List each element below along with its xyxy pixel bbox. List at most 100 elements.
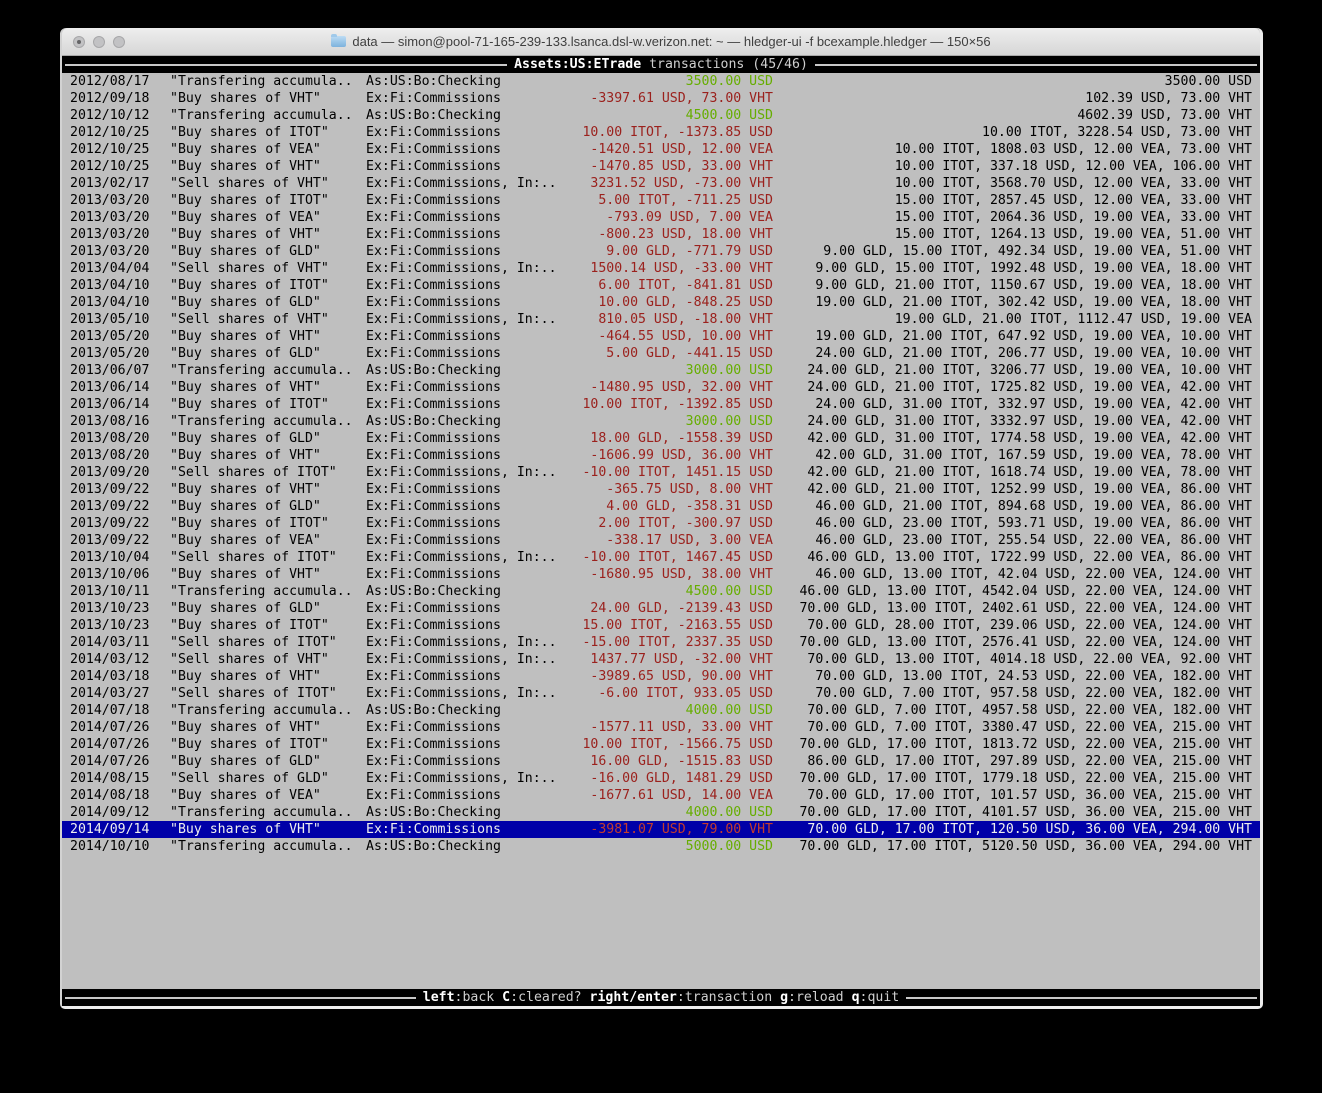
transaction-balance: 70.00 GLD, 17.00 ITOT, 101.57 USD, 36.00… [807, 788, 1252, 803]
transaction-row[interactable]: 2014/09/14 "Buy shares of VHT" Ex:Fi:Com… [62, 821, 1260, 838]
transaction-account: Ex:Fi:Commissions [366, 499, 501, 514]
transaction-row[interactable]: 2013/04/10 "Buy shares of ITOT" Ex:Fi:Co… [62, 277, 1260, 294]
transaction-row[interactable]: 2013/10/23 "Buy shares of ITOT" Ex:Fi:Co… [62, 617, 1260, 634]
transaction-balance: 70.00 GLD, 13.00 ITOT, 24.53 USD, 22.00 … [815, 669, 1252, 684]
transaction-row[interactable]: 2013/09/22 "Buy shares of VHT" Ex:Fi:Com… [62, 481, 1260, 498]
transaction-balance: 15.00 ITOT, 1264.13 USD, 19.00 VEA, 51.0… [894, 227, 1252, 242]
transaction-row[interactable]: 2014/07/18 "Transfering accumula.. As:US… [62, 702, 1260, 719]
transaction-row[interactable]: 2014/10/10 "Transfering accumula.. As:US… [62, 838, 1260, 855]
transaction-amount: -15.00 ITOT, 2337.35 USD [582, 635, 773, 650]
transaction-amount: -3989.65 USD, 90.00 VHT [590, 669, 773, 684]
transaction-row[interactable]: 2012/10/25 "Buy shares of VEA" Ex:Fi:Com… [62, 141, 1260, 158]
transaction-row[interactable]: 2012/10/25 "Buy shares of VHT" Ex:Fi:Com… [62, 158, 1260, 175]
transaction-row[interactable]: 2012/09/18 "Buy shares of VHT" Ex:Fi:Com… [62, 90, 1260, 107]
transaction-row[interactable]: 2014/07/26 "Buy shares of ITOT" Ex:Fi:Co… [62, 736, 1260, 753]
transaction-account: Ex:Fi:Commissions [366, 227, 501, 242]
transaction-row[interactable]: 2012/10/12 "Transfering accumula.. As:US… [62, 107, 1260, 124]
transaction-balance: 19.00 GLD, 21.00 ITOT, 1112.47 USD, 19.0… [894, 312, 1252, 327]
transaction-row[interactable]: 2014/03/18 "Buy shares of VHT" Ex:Fi:Com… [62, 668, 1260, 685]
transaction-amount: 24.00 GLD, -2139.43 USD [590, 601, 773, 616]
transaction-balance: 70.00 GLD, 17.00 ITOT, 1779.18 USD, 22.0… [799, 771, 1252, 786]
transaction-row[interactable]: 2013/06/14 "Buy shares of ITOT" Ex:Fi:Co… [62, 396, 1260, 413]
transaction-row[interactable]: 2014/09/12 "Transfering accumula.. As:US… [62, 804, 1260, 821]
transaction-balance: 46.00 GLD, 13.00 ITOT, 4542.04 USD, 22.0… [799, 584, 1252, 599]
transaction-row[interactable]: 2013/05/10 "Sell shares of VHT" Ex:Fi:Co… [62, 311, 1260, 328]
transaction-row[interactable]: 2013/08/20 "Buy shares of VHT" Ex:Fi:Com… [62, 447, 1260, 464]
transaction-date: 2014/07/26 [70, 754, 150, 769]
transaction-row[interactable]: 2014/07/26 "Buy shares of GLD" Ex:Fi:Com… [62, 753, 1260, 770]
zoom-button-icon[interactable] [113, 36, 125, 48]
transaction-row[interactable]: 2013/04/04 "Sell shares of VHT" Ex:Fi:Co… [62, 260, 1260, 277]
minimize-button-icon[interactable] [93, 36, 105, 48]
transaction-date: 2014/07/18 [70, 703, 150, 718]
transaction-date: 2014/03/18 [70, 669, 150, 684]
transaction-row[interactable]: 2013/10/23 "Buy shares of GLD" Ex:Fi:Com… [62, 600, 1260, 617]
transaction-row[interactable]: 2013/03/20 "Buy shares of GLD" Ex:Fi:Com… [62, 243, 1260, 260]
transaction-description: "Buy shares of ITOT" [170, 193, 329, 208]
transaction-row[interactable]: 2012/08/17 "Transfering accumula.. As:US… [62, 73, 1260, 90]
transaction-account: Ex:Fi:Commissions [366, 397, 501, 412]
transaction-row[interactable]: 2014/03/11 "Sell shares of ITOT" Ex:Fi:C… [62, 634, 1260, 651]
keybinding-key: g [780, 990, 789, 1005]
close-button-icon[interactable] [73, 36, 85, 48]
transaction-account: Ex:Fi:Commissions [366, 482, 501, 497]
transaction-row[interactable]: 2013/09/22 "Buy shares of ITOT" Ex:Fi:Co… [62, 515, 1260, 532]
transaction-row[interactable]: 2013/10/06 "Buy shares of VHT" Ex:Fi:Com… [62, 566, 1260, 583]
transaction-row[interactable]: 2013/08/20 "Buy shares of GLD" Ex:Fi:Com… [62, 430, 1260, 447]
transaction-row[interactable]: 2013/06/07 "Transfering accumula.. As:US… [62, 362, 1260, 379]
transaction-description: "Buy shares of ITOT" [170, 125, 329, 140]
transaction-row[interactable]: 2013/09/22 "Buy shares of VEA" Ex:Fi:Com… [62, 532, 1260, 549]
transaction-amount: -3397.61 USD, 73.00 VHT [590, 91, 773, 106]
transaction-date: 2014/09/14 [70, 822, 150, 837]
transaction-row[interactable]: 2013/05/20 "Buy shares of VHT" Ex:Fi:Com… [62, 328, 1260, 345]
transaction-balance: 19.00 GLD, 21.00 ITOT, 647.92 USD, 19.00… [815, 329, 1252, 344]
transaction-row[interactable]: 2014/03/12 "Sell shares of VHT" Ex:Fi:Co… [62, 651, 1260, 668]
transaction-row[interactable]: 2014/03/27 "Sell shares of ITOT" Ex:Fi:C… [62, 685, 1260, 702]
transaction-account: Ex:Fi:Commissions [366, 737, 501, 752]
transaction-row[interactable]: 2013/03/20 "Buy shares of ITOT" Ex:Fi:Co… [62, 192, 1260, 209]
transaction-row[interactable]: 2013/10/11 "Transfering accumula.. As:US… [62, 583, 1260, 600]
transaction-row[interactable]: 2012/10/25 "Buy shares of ITOT" Ex:Fi:Co… [62, 124, 1260, 141]
transaction-balance: 46.00 GLD, 23.00 ITOT, 255.54 USD, 22.00… [815, 533, 1252, 548]
transaction-account: Ex:Fi:Commissions [366, 278, 501, 293]
transaction-description: "Sell shares of GLD" [170, 771, 329, 786]
transaction-amount: -464.55 USD, 10.00 VHT [598, 329, 773, 344]
transaction-account: Ex:Fi:Commissions [366, 567, 501, 582]
transaction-row[interactable]: 2013/08/16 "Transfering accumula.. As:US… [62, 413, 1260, 430]
transaction-balance: 46.00 GLD, 21.00 ITOT, 894.68 USD, 19.00… [815, 499, 1252, 514]
transaction-row[interactable]: 2014/08/18 "Buy shares of VEA" Ex:Fi:Com… [62, 787, 1260, 804]
transaction-row[interactable]: 2013/09/20 "Sell shares of ITOT" Ex:Fi:C… [62, 464, 1260, 481]
transaction-description: "Buy shares of VHT" [170, 329, 321, 344]
transaction-row[interactable]: 2013/06/14 "Buy shares of VHT" Ex:Fi:Com… [62, 379, 1260, 396]
transaction-row[interactable]: 2013/04/10 "Buy shares of GLD" Ex:Fi:Com… [62, 294, 1260, 311]
transaction-account: Ex:Fi:Commissions [366, 516, 501, 531]
transaction-account: Ex:Fi:Commissions, In:.. [366, 312, 557, 327]
transaction-balance: 9.00 GLD, 15.00 ITOT, 492.34 USD, 19.00 … [823, 244, 1252, 259]
transaction-date: 2014/03/11 [70, 635, 150, 650]
transaction-description: "Buy shares of ITOT" [170, 516, 329, 531]
transaction-row[interactable]: 2013/10/04 "Sell shares of ITOT" Ex:Fi:C… [62, 549, 1260, 566]
transaction-row[interactable]: 2013/03/20 "Buy shares of VHT" Ex:Fi:Com… [62, 226, 1260, 243]
transaction-row[interactable]: 2013/09/22 "Buy shares of GLD" Ex:Fi:Com… [62, 498, 1260, 515]
transaction-description: "Buy shares of VHT" [170, 448, 321, 463]
transaction-description: "Transfering accumula.. [170, 839, 353, 854]
transaction-account: Ex:Fi:Commissions, In:.. [366, 686, 557, 701]
transaction-date: 2013/05/20 [70, 329, 150, 344]
transaction-date: 2013/04/10 [70, 295, 150, 310]
transaction-row[interactable]: 2014/08/15 "Sell shares of GLD" Ex:Fi:Co… [62, 770, 1260, 787]
transaction-row[interactable]: 2014/07/26 "Buy shares of VHT" Ex:Fi:Com… [62, 719, 1260, 736]
window-titlebar[interactable]: data — simon@pool-71-165-239-133.lsanca.… [62, 28, 1260, 56]
register-header-bar: Assets:US:ETrade transactions (45/46) [62, 56, 1260, 73]
transaction-description: "Buy shares of GLD" [170, 295, 321, 310]
transaction-date: 2013/06/14 [70, 397, 150, 412]
transaction-row[interactable]: 2013/03/20 "Buy shares of VEA" Ex:Fi:Com… [62, 209, 1260, 226]
transaction-description: "Buy shares of VHT" [170, 159, 321, 174]
transaction-balance: 102.39 USD, 73.00 VHT [1085, 91, 1252, 106]
register-title-suffix: transactions (45/46) [641, 57, 808, 72]
transaction-balance: 70.00 GLD, 17.00 ITOT, 120.50 USD, 36.00… [807, 822, 1252, 837]
transaction-date: 2013/09/22 [70, 516, 150, 531]
transaction-row[interactable]: 2013/05/20 "Buy shares of GLD" Ex:Fi:Com… [62, 345, 1260, 362]
transaction-date: 2012/08/17 [70, 74, 150, 89]
transaction-description: "Buy shares of VEA" [170, 788, 321, 803]
transaction-row[interactable]: 2013/02/17 "Sell shares of VHT" Ex:Fi:Co… [62, 175, 1260, 192]
